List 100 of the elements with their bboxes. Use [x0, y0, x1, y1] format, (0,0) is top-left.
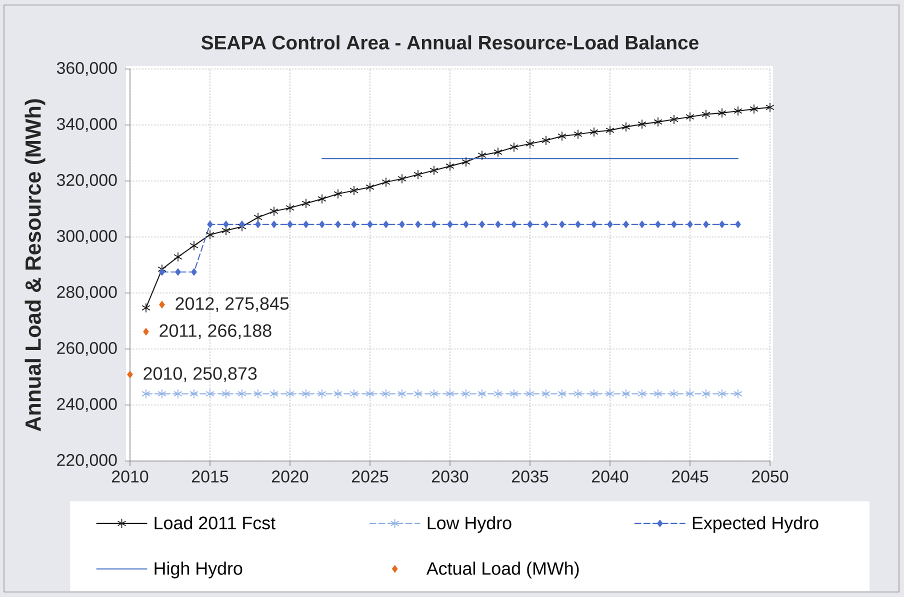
- point: [623, 220, 629, 228]
- point: [430, 166, 438, 176]
- point: [654, 117, 662, 127]
- point: [383, 220, 389, 228]
- y-tick-label: 320,000: [56, 174, 117, 188]
- point: [334, 189, 342, 199]
- point: [750, 104, 758, 114]
- point: [702, 389, 710, 398]
- point: [478, 150, 486, 160]
- point: [190, 241, 198, 250]
- point: [686, 112, 694, 122]
- point: [302, 198, 310, 208]
- point: [542, 136, 550, 146]
- x-tick-label: 2010: [112, 470, 148, 483]
- point: [543, 220, 549, 228]
- point: [270, 389, 278, 398]
- point: [558, 132, 566, 141]
- point: [174, 389, 182, 398]
- point: [718, 108, 726, 118]
- point: [206, 230, 214, 240]
- point: [558, 389, 566, 398]
- point: [399, 220, 405, 228]
- point: [175, 268, 181, 276]
- point: [510, 142, 518, 152]
- point: [414, 389, 422, 398]
- point: [638, 120, 646, 129]
- point: [335, 220, 341, 228]
- point: [702, 110, 710, 120]
- y-tick-label: 240,000: [57, 398, 117, 412]
- point: [367, 220, 373, 228]
- point: [479, 220, 485, 228]
- point: [366, 389, 374, 398]
- point: [431, 220, 437, 228]
- x-tick-label: 2040: [592, 470, 628, 483]
- point: [351, 220, 357, 228]
- point: [527, 220, 533, 228]
- point: [574, 389, 582, 398]
- legend-label: Load 2011 Fcst: [154, 516, 276, 530]
- point: [398, 174, 406, 184]
- point: [287, 220, 293, 228]
- point: [159, 300, 165, 308]
- point: [446, 162, 454, 171]
- point: [430, 389, 438, 398]
- y-tick-label: 220,000: [57, 454, 117, 468]
- point: [318, 194, 326, 204]
- x-tick-label: 2025: [352, 470, 388, 483]
- point: [271, 220, 277, 228]
- point: [590, 127, 598, 137]
- point: [414, 170, 422, 180]
- point: [511, 220, 517, 228]
- point: [734, 106, 742, 116]
- point: [654, 389, 662, 398]
- point: [670, 114, 678, 124]
- point: [350, 186, 358, 196]
- point: [494, 148, 502, 157]
- point: [239, 220, 245, 228]
- point: [735, 220, 741, 228]
- point: [703, 220, 709, 228]
- point: [142, 303, 150, 312]
- legend-label: Expected Hydro: [692, 516, 818, 533]
- point: [222, 389, 230, 398]
- point: [142, 389, 150, 398]
- y-tick-label: 300,000: [56, 230, 117, 244]
- point: [318, 389, 326, 398]
- point: [286, 203, 294, 213]
- point: [607, 220, 613, 228]
- y-tick-label: 260,000: [57, 342, 117, 356]
- point: [191, 268, 197, 276]
- point: [686, 389, 694, 398]
- point: [526, 139, 534, 148]
- point: [495, 220, 501, 228]
- point: [462, 389, 470, 398]
- point: [382, 177, 390, 187]
- x-tick-label: 2030: [432, 470, 468, 483]
- point: [415, 220, 421, 228]
- y-tick-label: 360,000: [56, 62, 117, 76]
- point: [303, 220, 309, 228]
- point: [254, 389, 262, 398]
- point: [447, 220, 453, 228]
- point: [575, 220, 581, 228]
- point: [510, 389, 518, 398]
- data-label: 2010, 250,873: [144, 367, 257, 382]
- point: [478, 389, 486, 398]
- point: [526, 389, 534, 398]
- point: [766, 102, 774, 112]
- point: [494, 389, 502, 398]
- data-label: 2011, 266,188: [160, 324, 272, 340]
- legend-label: High Hydro: [154, 562, 242, 578]
- x-tick-label: 2045: [672, 470, 708, 483]
- x-tick-label: 2035: [512, 470, 548, 483]
- point: [158, 389, 166, 398]
- point: [334, 389, 342, 398]
- point: [270, 206, 278, 216]
- point: [606, 126, 614, 135]
- point: [606, 389, 614, 398]
- point: [127, 370, 133, 378]
- point: [159, 268, 165, 276]
- point: [190, 389, 198, 398]
- point: [622, 389, 630, 398]
- point: [638, 389, 646, 398]
